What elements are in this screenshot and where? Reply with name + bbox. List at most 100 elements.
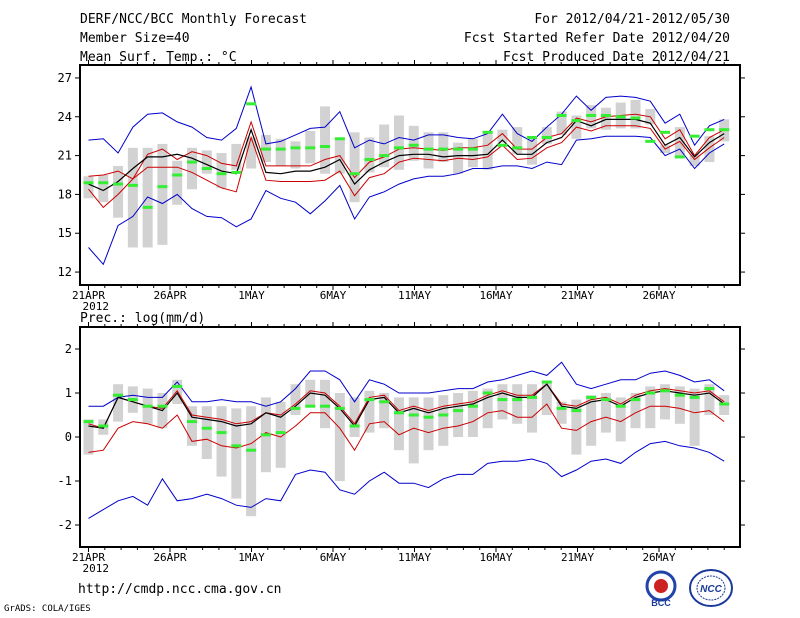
prec-y-tick-label: 2 — [65, 342, 72, 356]
prec-reference-marker — [305, 404, 316, 408]
bcc-logo: BCC — [645, 570, 677, 608]
prec-x-tick-label: 16MAY — [479, 551, 512, 564]
temp-reference-marker — [379, 154, 390, 158]
temp-member-bar — [408, 125, 419, 161]
temp-reference-marker — [527, 135, 538, 139]
prec-x-tick-label: 1MAY — [238, 551, 265, 564]
temp-q-lower-line — [88, 125, 725, 209]
prec-reference-marker — [334, 406, 345, 410]
prec-reference-marker — [113, 393, 124, 397]
prec-member-bar — [275, 401, 286, 468]
temp-member-bar — [127, 147, 138, 248]
source-url[interactable]: http://cmdp.ncc.cma.gov.cn — [78, 582, 282, 597]
temp-reference-marker — [541, 135, 552, 139]
temp-member-bar — [379, 124, 390, 168]
temp-frame — [79, 64, 741, 286]
prec-reference-marker — [586, 395, 597, 399]
prec-y-tick-label: -2 — [58, 518, 72, 532]
temp-reference-marker — [615, 115, 626, 119]
prec-member-bar — [320, 379, 331, 429]
prec-member-bar — [393, 397, 404, 451]
prec-member-bar — [674, 386, 685, 424]
prec-member-bar — [689, 388, 700, 446]
ncc-logo: NCC — [689, 569, 733, 607]
prec-y-tick-label: 1 — [65, 386, 72, 400]
temp-member-bar — [467, 138, 478, 168]
chart-title: DERF/NCC/BCC Monthly Forecast — [80, 12, 307, 27]
temp-member-bar — [541, 127, 552, 144]
temp-member-bar — [527, 136, 538, 165]
prec-member-bar — [334, 393, 345, 481]
temp-x-tick-label: 11MAY — [398, 289, 431, 302]
prec-member-bar — [83, 419, 94, 455]
temp-max-line — [88, 85, 725, 154]
prec-member-bar — [408, 397, 419, 464]
prec-member-bar — [556, 401, 567, 424]
prec-reference-marker — [704, 387, 715, 391]
prec-reference-marker — [571, 409, 582, 413]
temp-min-line — [88, 135, 725, 266]
temp-reference-marker — [674, 155, 685, 159]
temp-reference-marker — [512, 146, 523, 150]
prec-reference-marker — [290, 406, 301, 410]
prec-reference-marker — [600, 398, 611, 402]
temp-member-bar — [157, 143, 168, 245]
temp-x-tick-label: 26MAY — [642, 289, 675, 302]
prec-reference-marker — [246, 448, 257, 452]
temp-y-tick-label: 27 — [58, 71, 72, 85]
temp-reference-marker — [186, 160, 197, 164]
svg-text:NCC: NCC — [700, 584, 722, 595]
temp-member-bar — [275, 138, 286, 166]
prec-reference-marker — [645, 391, 656, 395]
temp-x-tick-label: 1MAY — [238, 289, 265, 302]
svg-text:BCC: BCC — [651, 598, 671, 608]
temp-reference-marker — [660, 130, 671, 134]
temp-reference-marker — [393, 146, 404, 150]
prec-member-bar — [246, 406, 257, 517]
prec-reference-marker — [201, 426, 212, 430]
temp-member-bar — [689, 154, 700, 166]
prec-member-bar — [497, 384, 508, 420]
prec-reference-marker — [512, 398, 523, 402]
temp-reference-marker — [290, 146, 301, 150]
temp-reference-marker — [586, 113, 597, 117]
temp-member-bar — [246, 137, 257, 169]
temp-member-bar — [438, 132, 449, 163]
prec-member-bar — [704, 384, 715, 415]
forecast-period-label: For 2012/04/21-2012/05/30 — [534, 12, 730, 27]
prec-q-upper-line — [88, 383, 725, 429]
prec-member-bar — [453, 393, 464, 437]
prec-member-bar — [186, 406, 197, 446]
temp-reference-marker — [689, 134, 700, 138]
prec-x-tick-label: 21MAY — [561, 551, 594, 564]
temp-reference-marker — [157, 185, 168, 189]
temp-reference-marker — [98, 181, 109, 185]
temp-mean-line — [88, 118, 725, 192]
temp-reference-marker — [172, 173, 183, 177]
prec-reference-marker — [364, 398, 375, 402]
prec-reference-marker — [127, 398, 138, 402]
prec-reference-marker — [98, 424, 109, 428]
prec-reference-marker — [482, 391, 493, 395]
prec-reference-marker — [615, 404, 626, 408]
prec-reference-marker — [438, 413, 449, 417]
prec-reference-marker — [630, 398, 641, 402]
prec-member-bar — [600, 393, 611, 433]
prec-reference-marker — [408, 413, 419, 417]
temp-x-tick-label: 21APR — [72, 289, 105, 302]
prec-reference-marker — [689, 395, 700, 399]
temp-reference-marker — [408, 143, 419, 147]
prec-member-bar — [541, 382, 552, 415]
temp-reference-marker — [600, 113, 611, 117]
prec-reference-marker — [674, 393, 685, 397]
temp-reference-marker — [275, 147, 286, 151]
temp-member-bar — [704, 136, 715, 163]
prec-x-tick-label: 6MAY — [320, 551, 347, 564]
prec-reference-marker — [260, 433, 271, 437]
prec-reference-marker — [320, 404, 331, 408]
temp-member-bar — [290, 141, 301, 169]
temp-member-bar — [512, 127, 523, 155]
prec-x-tick-label: 21APR — [72, 551, 105, 564]
temp-reference-marker — [438, 147, 449, 151]
prec-member-bar — [231, 408, 242, 499]
